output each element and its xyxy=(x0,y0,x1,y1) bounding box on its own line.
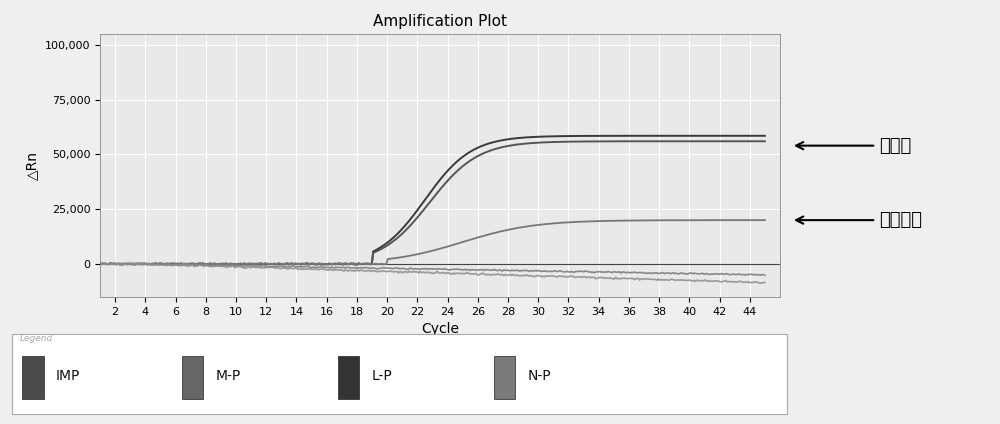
Title: Amplification Plot: Amplification Plot xyxy=(373,14,507,28)
Text: IMP: IMP xyxy=(55,368,80,383)
Text: Legend: Legend xyxy=(19,334,53,343)
FancyBboxPatch shape xyxy=(12,334,787,414)
Text: 牛源性: 牛源性 xyxy=(796,137,911,155)
Y-axis label: △Rn: △Rn xyxy=(25,151,39,180)
Bar xyxy=(182,356,203,399)
Text: N-P: N-P xyxy=(527,368,551,383)
Bar xyxy=(494,356,515,399)
Text: L-P: L-P xyxy=(371,368,392,383)
Text: M-P: M-P xyxy=(215,368,240,383)
Bar xyxy=(338,356,359,399)
Bar xyxy=(22,356,44,399)
Text: 内标质控: 内标质控 xyxy=(796,211,922,229)
X-axis label: Cycle: Cycle xyxy=(421,322,459,336)
